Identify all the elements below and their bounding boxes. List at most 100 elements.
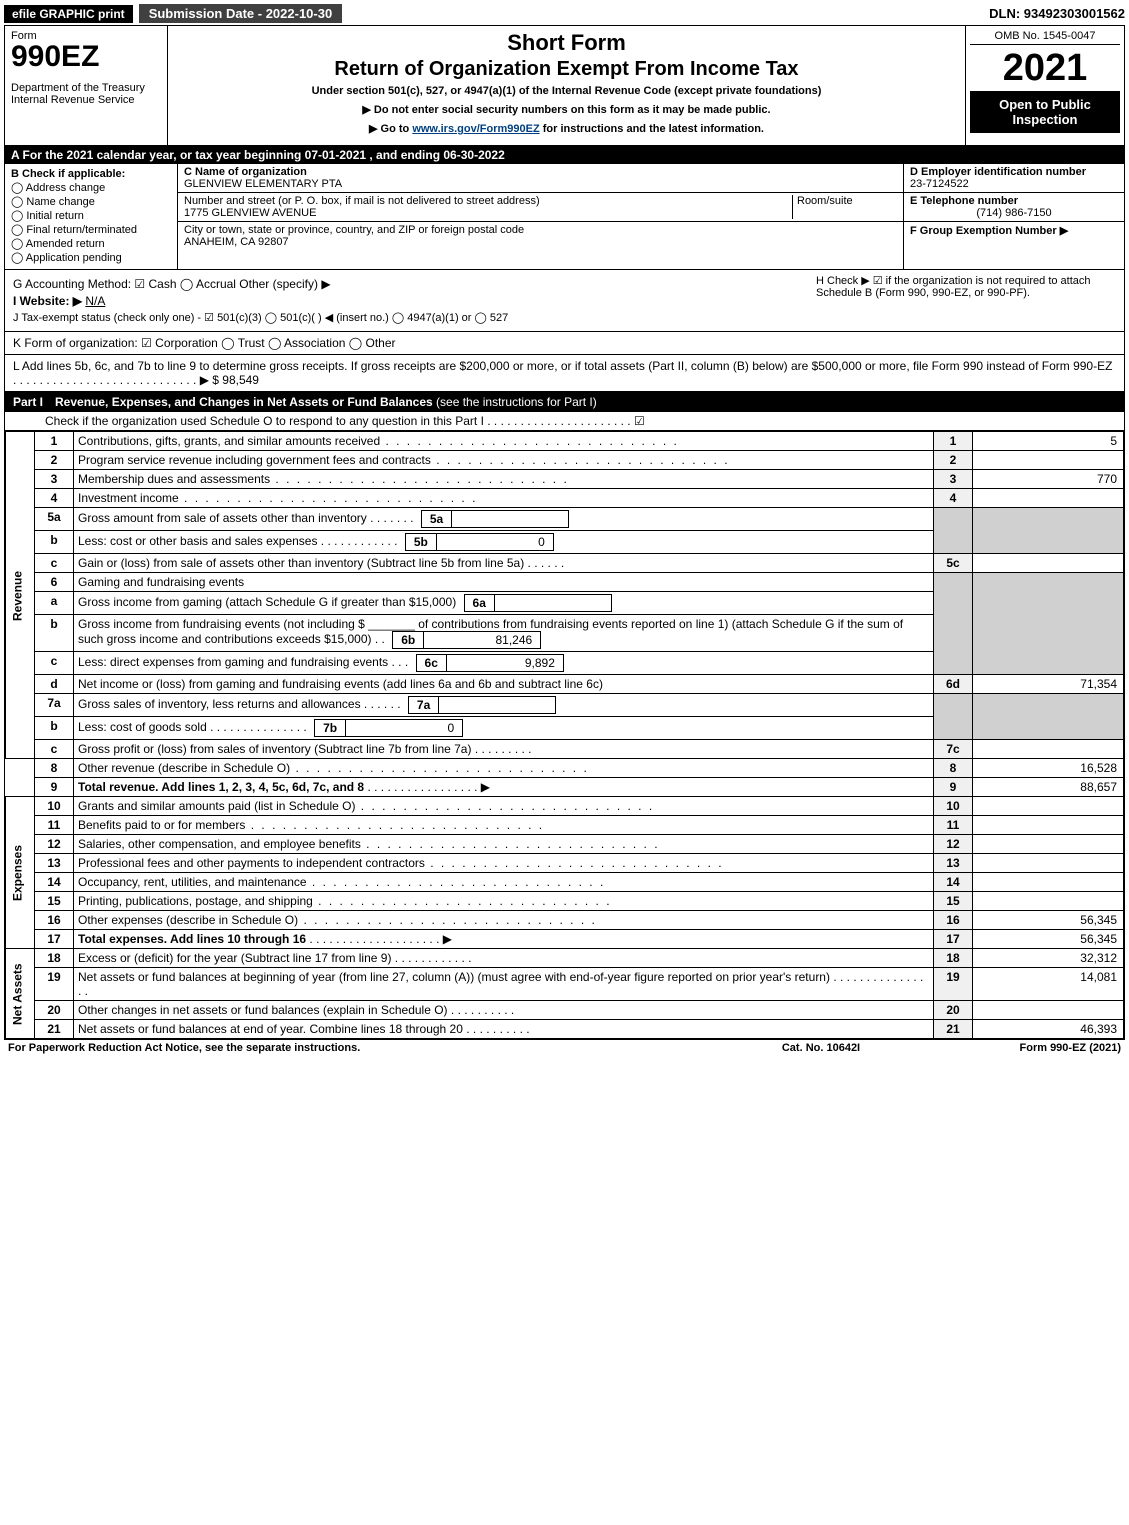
phone: (714) 986-7150 bbox=[910, 207, 1118, 219]
ln-6: 6 bbox=[35, 573, 74, 592]
footer-right: Form 990-EZ (2021) bbox=[921, 1042, 1121, 1054]
l6c-text: Less: direct expenses from gaming and fu… bbox=[74, 652, 934, 675]
l7a-text: Gross sales of inventory, less returns a… bbox=[74, 694, 934, 717]
e-label: E Telephone number bbox=[910, 195, 1018, 207]
short-form-label: Short Form bbox=[178, 30, 955, 56]
ln-5c: c bbox=[35, 554, 74, 573]
l2-text: Program service revenue including govern… bbox=[74, 451, 934, 470]
col-d: D Employer identification number 23-7124… bbox=[903, 164, 1124, 269]
l5c-val bbox=[973, 554, 1124, 573]
l6c-box: 9,892 bbox=[447, 655, 563, 671]
l18-text: Excess or (deficit) for the year (Subtra… bbox=[74, 949, 934, 968]
part1-header: Part I Revenue, Expenses, and Changes in… bbox=[5, 392, 1124, 412]
dln: DLN: 93492303001562 bbox=[989, 6, 1125, 21]
lines-table: Revenue 1 Contributions, gifts, grants, … bbox=[5, 431, 1124, 1039]
goto-post: for instructions and the latest informat… bbox=[540, 123, 764, 135]
side-expenses: Expenses bbox=[6, 797, 35, 949]
goto-pre: ▶ Go to bbox=[369, 123, 412, 135]
ein: 23-7124522 bbox=[910, 178, 969, 190]
ln-7b: b bbox=[35, 717, 74, 740]
ln-8: 8 bbox=[35, 759, 74, 778]
department: Department of the Treasury Internal Reve… bbox=[11, 82, 161, 106]
omb-number: OMB No. 1545-0047 bbox=[970, 30, 1120, 45]
l5b-box: 0 bbox=[437, 534, 553, 550]
l3-val: 770 bbox=[973, 470, 1124, 489]
l11-text: Benefits paid to or for members bbox=[74, 816, 934, 835]
ln-5a: 5a bbox=[35, 508, 74, 531]
goto-link-line: ▶ Go to www.irs.gov/Form990EZ for instru… bbox=[178, 122, 955, 135]
part1-tag: Part I bbox=[13, 395, 43, 409]
irs-link[interactable]: www.irs.gov/Form990EZ bbox=[412, 123, 539, 135]
l14-text: Occupancy, rent, utilities, and maintena… bbox=[74, 873, 934, 892]
l12-val bbox=[973, 835, 1124, 854]
l6a-text: Gross income from gaming (attach Schedul… bbox=[74, 592, 934, 615]
l21-text: Net assets or fund balances at end of ye… bbox=[74, 1020, 934, 1039]
ln-6b: b bbox=[35, 615, 74, 652]
print-button[interactable]: efile GRAPHIC print bbox=[4, 5, 133, 23]
row-k: K Form of organization: ☑ Corporation ◯ … bbox=[5, 332, 1124, 355]
l5c-text: Gain or (loss) from sale of assets other… bbox=[74, 554, 934, 573]
l15-text: Printing, publications, postage, and shi… bbox=[74, 892, 934, 911]
l17-val: 56,345 bbox=[973, 930, 1124, 949]
l16-text: Other expenses (describe in Schedule O) bbox=[74, 911, 934, 930]
l18-val: 32,312 bbox=[973, 949, 1124, 968]
form-title: Return of Organization Exempt From Incom… bbox=[178, 58, 955, 81]
misc-g-h-i: G Accounting Method: ☑ Cash ◯ Accrual Ot… bbox=[5, 270, 1124, 332]
l20-text: Other changes in net assets or fund bala… bbox=[74, 1001, 934, 1020]
check-final[interactable]: ◯ Final return/terminated bbox=[11, 223, 171, 236]
l6b-box: 81,246 bbox=[424, 632, 540, 648]
check-amended[interactable]: ◯ Amended return bbox=[11, 237, 171, 250]
l5b-text: Less: cost or other basis and sales expe… bbox=[74, 531, 934, 554]
form-number: 990EZ bbox=[11, 42, 161, 72]
open-inspection: Open to Public Inspection bbox=[970, 91, 1120, 133]
ln-7a: 7a bbox=[35, 694, 74, 717]
l4-text: Investment income bbox=[74, 489, 934, 508]
c-name-row: C Name of organization GLENVIEW ELEMENTA… bbox=[178, 164, 903, 193]
city: ANAHEIM, CA 92807 bbox=[184, 236, 289, 248]
submission-date: Submission Date - 2022-10-30 bbox=[139, 4, 343, 23]
l1-text: Contributions, gifts, grants, and simila… bbox=[74, 432, 934, 451]
header-right: OMB No. 1545-0047 2021 Open to Public In… bbox=[965, 26, 1124, 145]
check-initial[interactable]: ◯ Initial return bbox=[11, 209, 171, 222]
l6b-text: Gross income from fundraising events (no… bbox=[74, 615, 934, 652]
d-label: D Employer identification number bbox=[910, 166, 1086, 178]
ssn-note: ▶ Do not enter social security numbers o… bbox=[178, 103, 955, 116]
part1-check-line: Check if the organization used Schedule … bbox=[5, 412, 1124, 431]
row-g: G Accounting Method: ☑ Cash ◯ Accrual Ot… bbox=[13, 277, 806, 291]
form-container: Form 990EZ Department of the Treasury In… bbox=[4, 25, 1125, 1040]
ln-9: 9 bbox=[35, 778, 74, 797]
check-name[interactable]: ◯ Name change bbox=[11, 195, 171, 208]
b-label: B Check if applicable: bbox=[11, 168, 171, 180]
room-label: Room/suite bbox=[797, 195, 853, 207]
check-address[interactable]: ◯ Address change bbox=[11, 181, 171, 194]
row-h: H Check ▶ ☑ if the organization is not r… bbox=[806, 274, 1116, 327]
side-netassets: Net Assets bbox=[6, 949, 35, 1039]
footer-center: Cat. No. 10642I bbox=[721, 1042, 921, 1054]
l10-text: Grants and similar amounts paid (list in… bbox=[74, 797, 934, 816]
top-bar: efile GRAPHIC print Submission Date - 20… bbox=[4, 4, 1125, 23]
ln-3: 3 bbox=[35, 470, 74, 489]
f-label: F Group Exemption Number ▶ bbox=[910, 225, 1068, 237]
l14-val bbox=[973, 873, 1124, 892]
city-label: City or town, state or province, country… bbox=[184, 224, 524, 236]
form-header: Form 990EZ Department of the Treasury In… bbox=[5, 26, 1124, 146]
l12-text: Salaries, other compensation, and employ… bbox=[74, 835, 934, 854]
check-pending[interactable]: ◯ Application pending bbox=[11, 251, 171, 264]
section-b: B Check if applicable: ◯ Address change … bbox=[5, 164, 1124, 270]
ln-7c: c bbox=[35, 740, 74, 759]
tax-year: 2021 bbox=[970, 49, 1120, 87]
website: N/A bbox=[85, 294, 105, 308]
l7b-text: Less: cost of goods sold . . . . . . . .… bbox=[74, 717, 934, 740]
l9-text: Total revenue. Add lines 1, 2, 3, 4, 5c,… bbox=[74, 778, 934, 797]
part1-note: (see the instructions for Part I) bbox=[436, 395, 597, 409]
l9-val: 88,657 bbox=[973, 778, 1124, 797]
l13-text: Professional fees and other payments to … bbox=[74, 854, 934, 873]
l7c-text: Gross profit or (loss) from sales of inv… bbox=[74, 740, 934, 759]
footer-left: For Paperwork Reduction Act Notice, see … bbox=[8, 1042, 721, 1054]
header-center: Short Form Return of Organization Exempt… bbox=[168, 26, 965, 145]
street-label: Number and street (or P. O. box, if mail… bbox=[184, 195, 540, 207]
l6-text: Gaming and fundraising events bbox=[74, 573, 934, 592]
footer: For Paperwork Reduction Act Notice, see … bbox=[4, 1040, 1125, 1056]
l6d-val: 71,354 bbox=[973, 675, 1124, 694]
ln-10: 10 bbox=[35, 797, 74, 816]
